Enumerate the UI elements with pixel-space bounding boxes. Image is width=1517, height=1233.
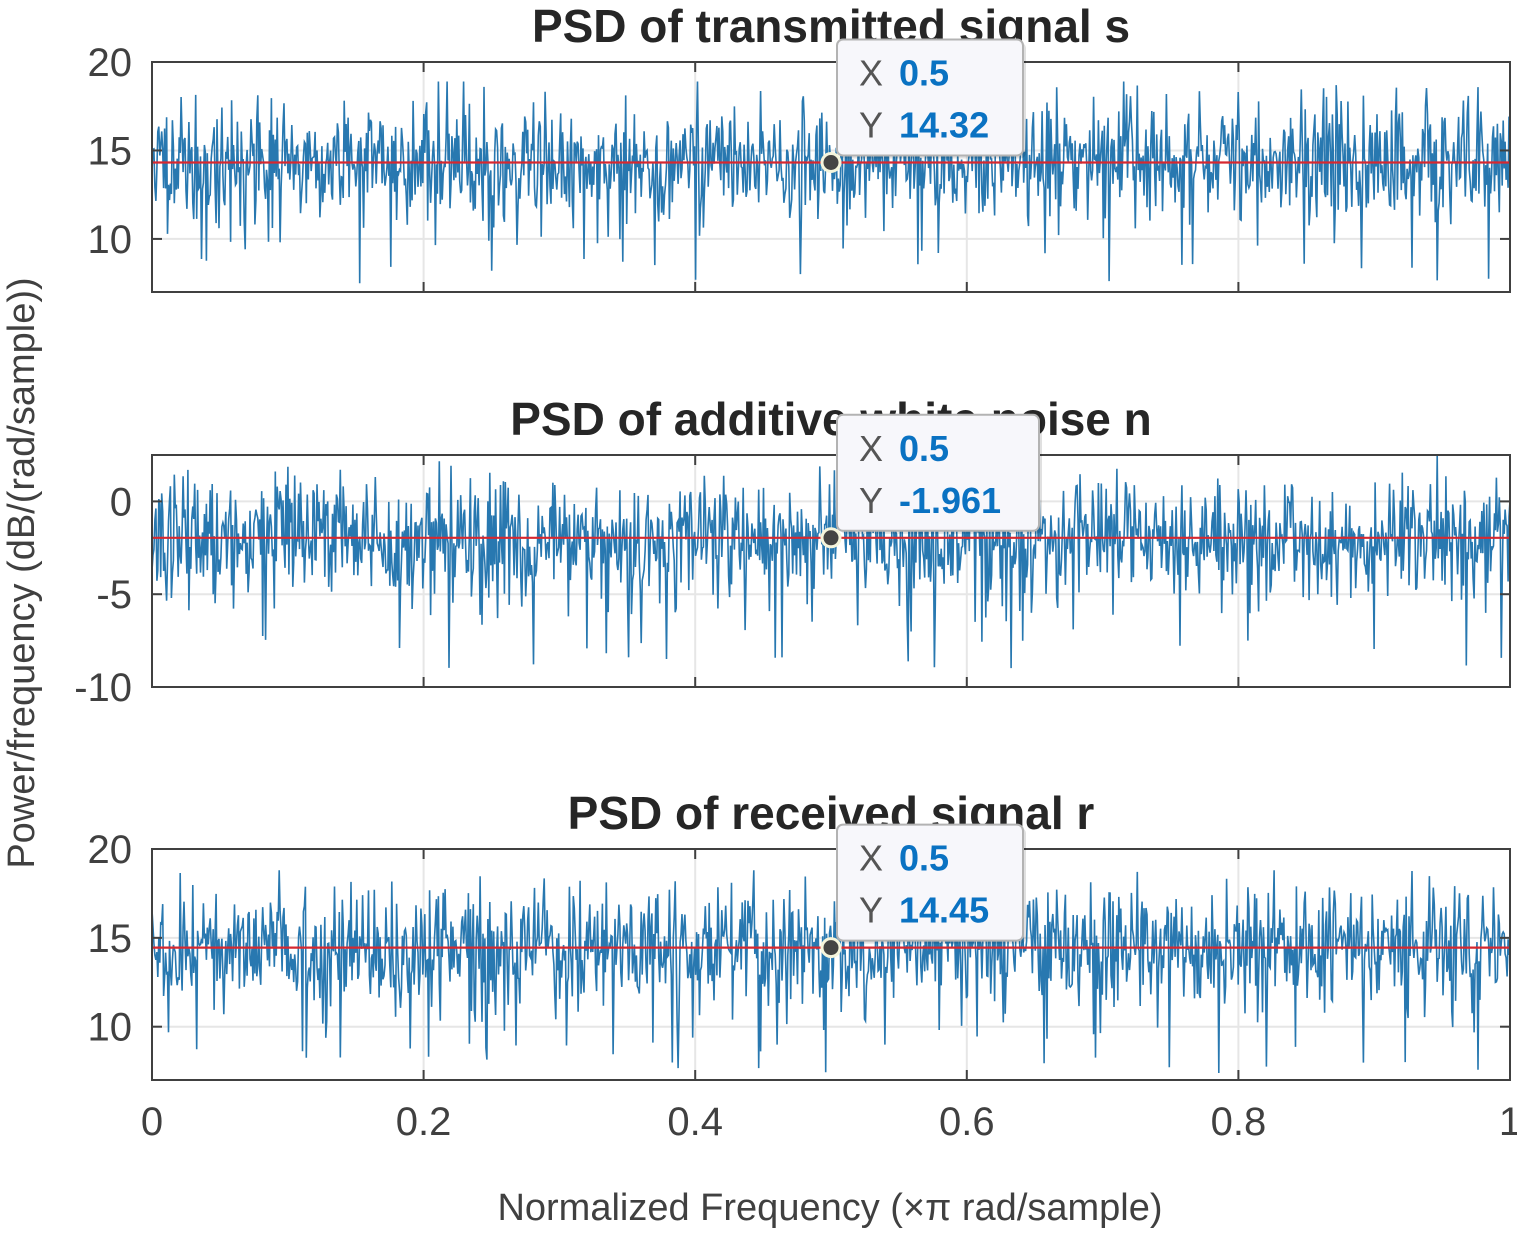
psd-trace — [152, 870, 1510, 1074]
datatip-x-value: 0.5 — [899, 428, 949, 469]
x-axis-label: Normalized Frequency (×π rad/sample) — [497, 1187, 1162, 1229]
y-axis-label: Power/frequency (dB/(rad/sample)) — [1, 277, 43, 868]
datatip-y-value: 14.32 — [899, 104, 989, 145]
y-tick-label: 10 — [88, 1006, 133, 1050]
x-tick-label: 0.2 — [396, 1100, 452, 1144]
subplot-1: 10 15 20 PSD of transmitted signal sX 0.5 Y 14… — [88, 0, 1511, 293]
datatip-y-label: Y — [859, 480, 883, 521]
x-tick-label: 0.6 — [939, 1100, 995, 1144]
y-tick-label: 10 — [88, 218, 133, 262]
y-tick-label: -5 — [96, 573, 132, 617]
datatip-box — [836, 38, 1024, 157]
y-tick-label: -10 — [74, 666, 132, 710]
subplot-title: PSD of additive white noise n — [510, 393, 1152, 445]
datatip-y-value: 14.45 — [899, 890, 989, 931]
x-tick-label: 0.8 — [1211, 1100, 1267, 1144]
datatip-marker[interactable] — [820, 527, 842, 549]
subplot-2: -10 -5 0 PSD of additive white noise nX 0.5 Y… — [74, 393, 1511, 710]
datatip-x-value: 0.5 — [899, 838, 949, 879]
datatip-x-label: X — [859, 428, 883, 469]
y-tick-label: 15 — [88, 129, 133, 173]
datatip-x-label: X — [859, 838, 883, 879]
datatip[interactable]: X 0.5 Y 14.32 — [820, 38, 1026, 173]
datatip-x-value: 0.5 — [899, 52, 949, 93]
datatip-y-label: Y — [859, 890, 883, 931]
axes-box — [151, 848, 1511, 1081]
y-tick-label: 0 — [110, 480, 132, 524]
datatip-box — [836, 413, 1040, 532]
datatip[interactable]: X 0.5 Y -1.961 — [820, 413, 1042, 549]
datatip-marker[interactable] — [820, 937, 842, 959]
y-tick-label: 15 — [88, 917, 133, 961]
x-tick-label: 0.4 — [667, 1100, 723, 1144]
datatip-box — [836, 823, 1024, 942]
subplot-title: PSD of transmitted signal s — [532, 0, 1130, 52]
datatip-y-label: Y — [859, 104, 883, 145]
psd-trace — [152, 455, 1510, 669]
datatip-y-value: -1.961 — [899, 480, 1001, 521]
axes-box — [151, 61, 1511, 293]
datatip[interactable]: X 0.5 Y 14.45 — [820, 823, 1026, 959]
y-tick-label: 20 — [88, 41, 133, 85]
y-tick-label: 20 — [88, 828, 133, 872]
x-tick-label: 0 — [141, 1100, 163, 1144]
axes-box — [151, 454, 1511, 688]
datatip-marker[interactable] — [820, 151, 842, 173]
datatip-x-label: X — [859, 52, 883, 93]
x-tick-label: 1 — [1499, 1100, 1517, 1144]
plot-area — [152, 62, 1510, 292]
